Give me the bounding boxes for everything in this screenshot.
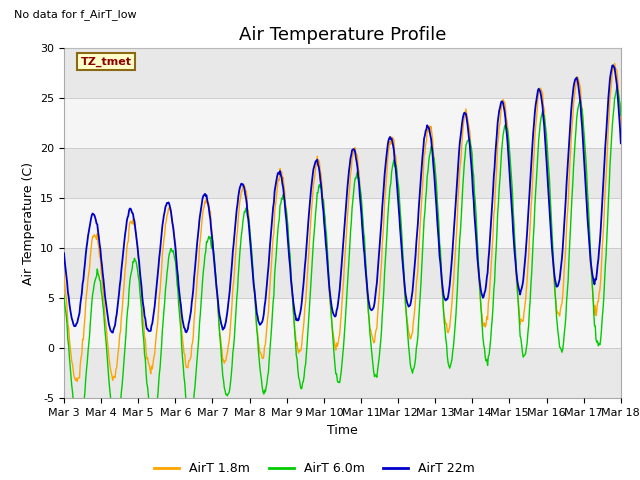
- Bar: [64, 248, 621, 298]
- Bar: [64, 48, 621, 98]
- Bar: [64, 298, 621, 348]
- X-axis label: Time: Time: [327, 424, 358, 437]
- Bar: [64, 98, 621, 148]
- Title: Air Temperature Profile: Air Temperature Profile: [239, 25, 446, 44]
- Y-axis label: Air Temperature (C): Air Temperature (C): [22, 162, 35, 285]
- Text: No data for f_AirT_low: No data for f_AirT_low: [14, 9, 136, 20]
- Bar: [64, 198, 621, 248]
- Bar: [64, 148, 621, 198]
- Text: TZ_tmet: TZ_tmet: [81, 57, 132, 67]
- Bar: [64, 348, 621, 398]
- Legend: AirT 1.8m, AirT 6.0m, AirT 22m: AirT 1.8m, AirT 6.0m, AirT 22m: [149, 457, 480, 480]
